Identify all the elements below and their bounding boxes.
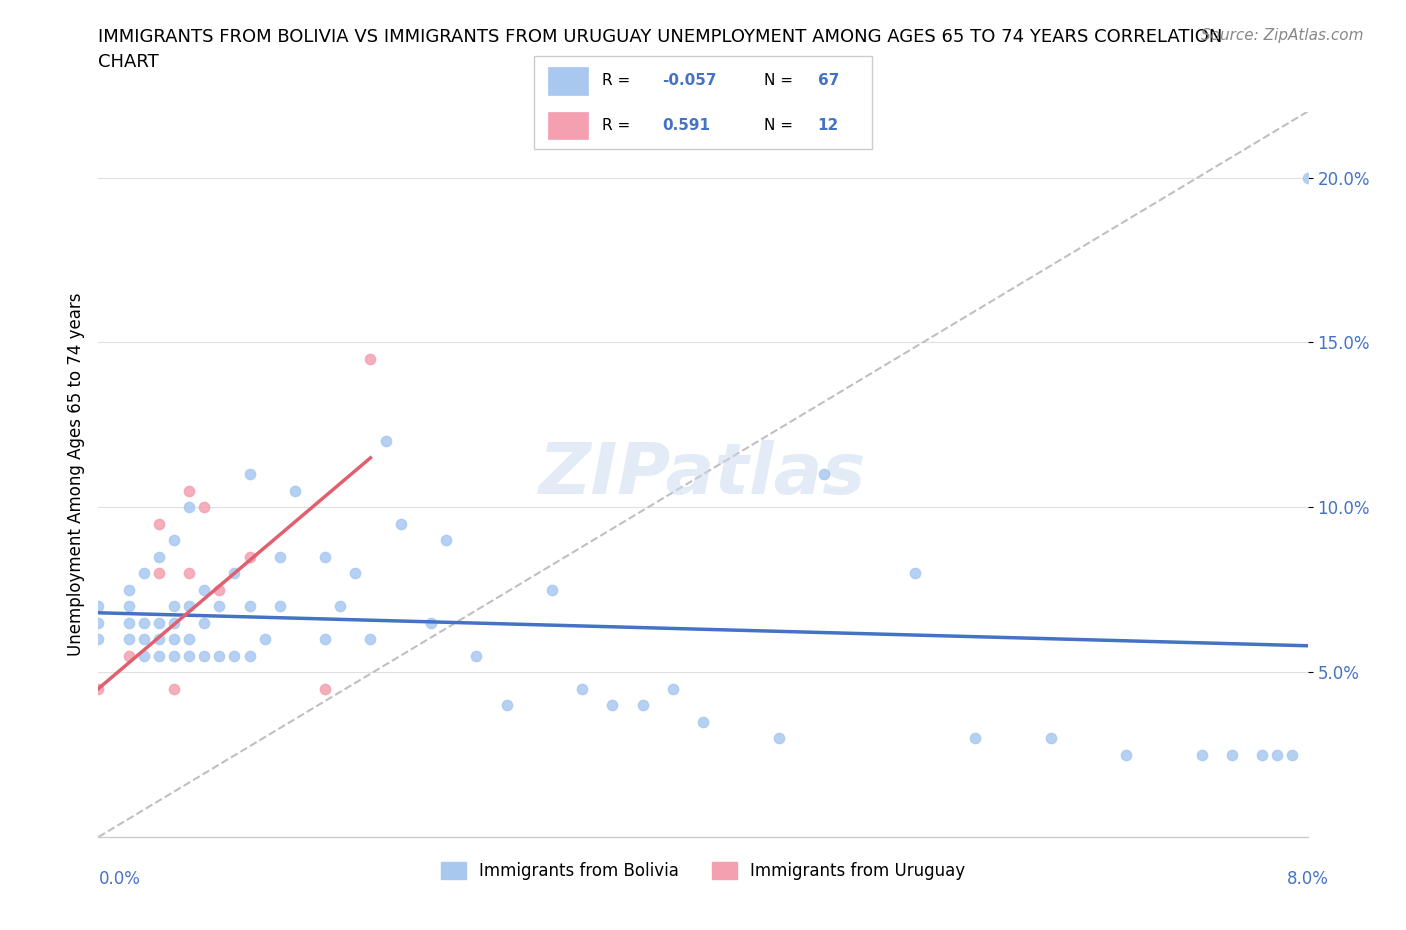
Point	[1281, 747, 1303, 762]
Point	[1251, 747, 1274, 762]
Point	[239, 467, 262, 482]
Point	[179, 499, 201, 514]
Point	[193, 582, 215, 597]
Point	[1191, 747, 1213, 762]
Point	[179, 599, 201, 614]
Point	[602, 698, 624, 712]
Point	[118, 616, 141, 631]
Point	[179, 631, 201, 646]
Point	[269, 550, 291, 565]
Point	[148, 631, 170, 646]
Point	[132, 565, 155, 580]
Point	[314, 631, 336, 646]
Text: 67: 67	[818, 73, 839, 88]
Point	[118, 582, 141, 597]
Point	[434, 533, 457, 548]
Point	[253, 631, 276, 646]
Point	[163, 648, 186, 663]
Text: R =: R =	[602, 118, 630, 133]
Point	[314, 550, 336, 565]
Point	[118, 648, 141, 663]
Point	[374, 434, 396, 449]
Point	[163, 599, 186, 614]
Point	[661, 681, 683, 696]
Point	[193, 616, 215, 631]
Point	[208, 582, 231, 597]
Point	[208, 599, 231, 614]
Point	[239, 648, 262, 663]
Point	[148, 516, 170, 531]
Point	[163, 631, 186, 646]
Point	[495, 698, 517, 712]
Point	[284, 484, 307, 498]
FancyBboxPatch shape	[548, 67, 588, 95]
Point	[540, 582, 562, 597]
Text: Source: ZipAtlas.com: Source: ZipAtlas.com	[1201, 28, 1364, 43]
Point	[329, 599, 352, 614]
Point	[163, 533, 186, 548]
Text: N =: N =	[763, 73, 793, 88]
Point	[571, 681, 593, 696]
Point	[904, 565, 927, 580]
Point	[148, 648, 170, 663]
Point	[344, 565, 367, 580]
Point	[148, 565, 170, 580]
Point	[87, 681, 110, 696]
Point	[965, 731, 987, 746]
Point	[360, 631, 382, 646]
Y-axis label: Unemployment Among Ages 65 to 74 years: Unemployment Among Ages 65 to 74 years	[66, 293, 84, 656]
Point	[163, 616, 186, 631]
Point	[1220, 747, 1243, 762]
Point	[179, 565, 201, 580]
Point	[87, 599, 110, 614]
Point	[179, 648, 201, 663]
Point	[132, 616, 155, 631]
Point	[239, 599, 262, 614]
Point	[193, 499, 215, 514]
FancyBboxPatch shape	[534, 56, 872, 149]
Text: R =: R =	[602, 73, 630, 88]
Point	[269, 599, 291, 614]
Point	[118, 599, 141, 614]
Point	[768, 731, 790, 746]
Text: 0.0%: 0.0%	[98, 870, 141, 888]
Point	[314, 681, 336, 696]
Point	[1267, 747, 1289, 762]
Point	[631, 698, 654, 712]
Text: IMMIGRANTS FROM BOLIVIA VS IMMIGRANTS FROM URUGUAY UNEMPLOYMENT AMONG AGES 65 TO: IMMIGRANTS FROM BOLIVIA VS IMMIGRANTS FR…	[98, 28, 1223, 71]
Text: 8.0%: 8.0%	[1286, 870, 1329, 888]
Point	[148, 616, 170, 631]
Point	[1296, 170, 1319, 185]
Point	[389, 516, 412, 531]
Text: -0.057: -0.057	[662, 73, 717, 88]
Point	[360, 352, 382, 366]
Point	[1115, 747, 1137, 762]
Point	[692, 714, 714, 729]
Point	[1039, 731, 1062, 746]
Text: 0.591: 0.591	[662, 118, 710, 133]
Point	[208, 648, 231, 663]
Point	[87, 631, 110, 646]
Text: N =: N =	[763, 118, 793, 133]
Point	[163, 681, 186, 696]
Point	[813, 467, 835, 482]
Point	[148, 550, 170, 565]
Point	[193, 648, 215, 663]
FancyBboxPatch shape	[548, 112, 588, 140]
Point	[179, 484, 201, 498]
Point	[465, 648, 488, 663]
Point	[87, 616, 110, 631]
Point	[224, 565, 246, 580]
Point	[132, 648, 155, 663]
Point	[224, 648, 246, 663]
Text: 12: 12	[818, 118, 839, 133]
Point	[132, 631, 155, 646]
Legend: Immigrants from Bolivia, Immigrants from Uruguay: Immigrants from Bolivia, Immigrants from…	[434, 856, 972, 886]
Point	[239, 550, 262, 565]
Text: ZIPatlas: ZIPatlas	[540, 440, 866, 509]
Point	[118, 631, 141, 646]
Point	[420, 616, 443, 631]
